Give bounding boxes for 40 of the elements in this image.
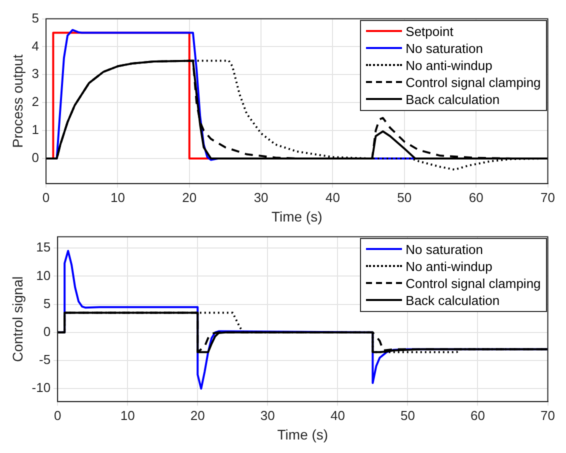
x-tick-label: 10	[120, 408, 135, 423]
y-tick-label: 1	[32, 122, 40, 138]
x-tick-label: 10	[110, 190, 125, 205]
x-axis-title: Time (s)	[277, 426, 328, 442]
y-tick-label: 4	[32, 38, 40, 54]
legend-label: No anti-windup	[406, 56, 492, 74]
y-tick-label: 10	[36, 268, 51, 283]
y-tick-label: 5	[32, 10, 40, 26]
y-tick-label: 2	[32, 94, 40, 110]
x-tick-label: 20	[190, 408, 205, 423]
x-tick-label: 30	[260, 408, 275, 423]
legend-label: Control signal clamping	[406, 74, 541, 91]
legend-label: Control signal clamping	[406, 274, 541, 292]
x-tick-label: 50	[400, 408, 415, 423]
legend-label: No saturation	[406, 40, 483, 57]
x-tick-label: 70	[540, 190, 556, 205]
y-tick-label: 3	[32, 66, 40, 82]
x-tick-label: 60	[470, 408, 485, 423]
y-axis-title: Control signal	[9, 276, 26, 362]
y-tick-label: 0	[32, 150, 40, 166]
x-tick-label: 60	[468, 190, 484, 205]
x-tick-label: 70	[540, 408, 556, 423]
legend-label: Back calculation	[406, 90, 500, 108]
legend-label: Setpoint	[406, 22, 454, 40]
y-tick-label: -5	[39, 352, 51, 368]
y-axis-title: Process output	[9, 54, 26, 148]
x-tick-label: 0	[54, 408, 62, 423]
y-tick-label: 15	[36, 240, 51, 255]
x-axis-title: Time (s)	[271, 208, 322, 224]
legend-label: No saturation	[406, 240, 483, 258]
legend-label: No anti-windup	[406, 258, 492, 275]
y-tick-label: -10	[32, 380, 51, 396]
legend-label: Back calculation	[406, 292, 500, 309]
x-tick-label: 30	[254, 190, 268, 205]
y-tick-label: 5	[43, 296, 51, 311]
x-tick-label: 40	[330, 408, 345, 423]
x-tick-label: 40	[326, 190, 340, 205]
y-tick-label: 0	[43, 324, 51, 339]
x-tick-label: 50	[397, 190, 412, 205]
x-tick-label: 20	[182, 190, 197, 205]
